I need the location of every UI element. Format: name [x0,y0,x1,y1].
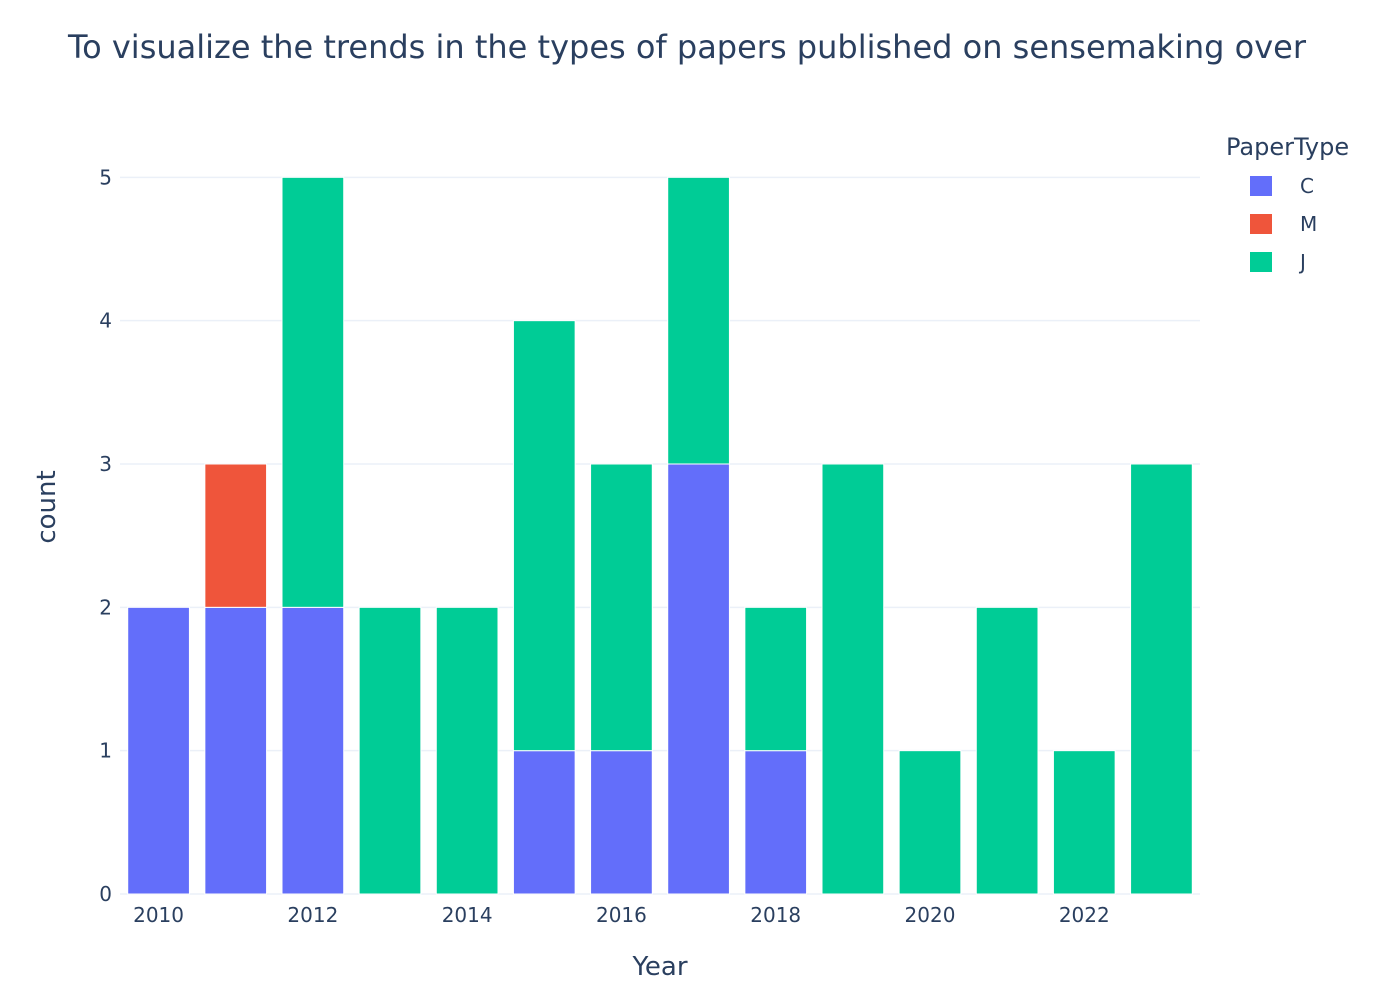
y-tick-label: 5 [99,165,112,189]
x-tick-label: 2016 [596,903,647,927]
bar-M-2011 [204,463,268,608]
y-tick-label: 4 [99,309,112,333]
bar-J-2018 [744,606,808,752]
legend-swatch-M [1250,214,1272,234]
bar-C-2015 [512,750,576,895]
bar-J-2023 [1130,463,1193,895]
bar-C-2012 [281,606,345,895]
legend-label-C: C [1300,174,1314,198]
bar-C-2016 [590,750,653,895]
bar-J-2015 [512,320,576,752]
x-tick-label: 2022 [1059,903,1110,927]
bar-C-2010 [127,606,190,895]
x-tick-label: 2010 [133,903,184,927]
legend-swatch-J [1250,252,1272,272]
bar-J-2022 [1052,750,1116,895]
bar-C-2017 [667,463,730,895]
bar-C-2018 [744,750,808,895]
x-tick-label: 2020 [905,903,956,927]
x-tick-label: 2014 [442,903,493,927]
y-tick-label: 1 [99,739,112,763]
y-axis-ticks: 0 1 2 3 4 5 [99,165,112,906]
bar-J-2014 [435,606,499,895]
y-tick-label: 2 [99,595,112,619]
bars [127,176,1193,895]
legend-swatch-C [1250,176,1272,196]
bar-C-2011 [204,606,268,895]
y-axis-label: count [32,470,62,543]
bar-J-2012 [281,176,345,608]
bar-J-2021 [975,606,1039,895]
legend-label-M: M [1300,212,1317,236]
x-tick-label: 2018 [750,903,801,927]
bar-J-2013 [358,606,422,895]
legend-title: PaperType [1226,133,1349,161]
x-tick-label: 2012 [287,903,338,927]
bar-J-2016 [590,463,653,752]
y-tick-label: 0 [99,882,112,906]
chart-title: To visualize the trends in the types of … [67,28,1307,66]
legend: PaperType CMJ [1226,133,1349,274]
bar-J-2019 [821,463,885,895]
legend-label-J: J [1298,250,1306,274]
x-axis-label: Year [631,952,687,982]
bar-J-2017 [667,176,730,465]
y-tick-label: 3 [99,452,112,476]
bar-J-2020 [898,750,962,895]
x-axis-ticks: 2010 2012 2014 2016 2018 2020 2022 [133,903,1110,927]
